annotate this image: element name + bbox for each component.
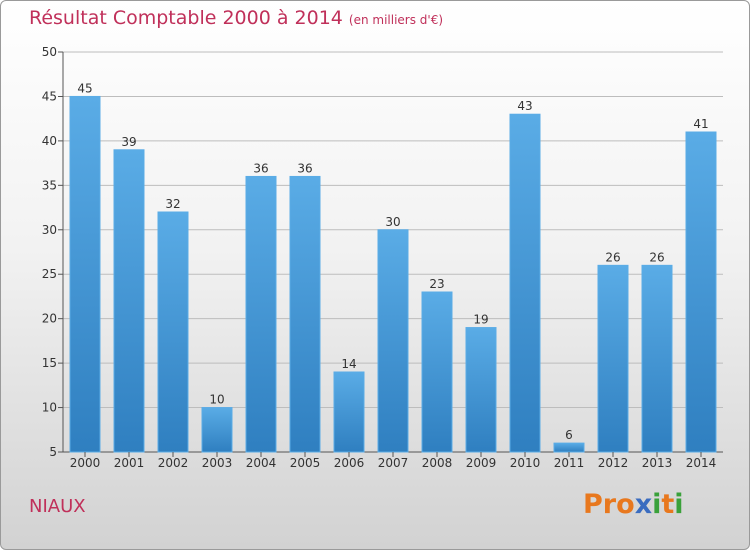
bar [333, 371, 365, 453]
chart-title-text: Résultat Comptable 2000 à 2014 [29, 7, 343, 29]
data-label: 19 [473, 313, 488, 327]
data-label: 26 [649, 250, 664, 264]
bar [641, 264, 673, 453]
y-tick-label: 35 [42, 178, 57, 192]
data-label: 36 [253, 161, 268, 175]
y-tick-label: 40 [42, 134, 57, 148]
commune-name: NIAUX [29, 496, 86, 517]
y-tick-label: 5 [49, 445, 57, 459]
data-label: 10 [209, 393, 224, 407]
bar [509, 113, 541, 453]
data-label: 41 [693, 117, 708, 131]
x-tick-label: 2014 [686, 456, 717, 470]
y-tick-label: 30 [42, 223, 57, 237]
data-label: 39 [121, 135, 136, 149]
y-tick-label: 45 [42, 89, 57, 103]
logo-letter: P [583, 489, 603, 520]
x-tick-label: 2011 [554, 456, 585, 470]
logo-letter: i [652, 489, 662, 520]
bar [377, 229, 409, 453]
x-tick-label: 2007 [378, 456, 409, 470]
data-label: 30 [385, 215, 400, 229]
y-tick-label: 20 [42, 312, 57, 326]
logo-letter: i [674, 489, 684, 520]
data-label: 32 [165, 197, 180, 211]
logo-letter: x [634, 489, 653, 520]
y-tick-label: 15 [42, 356, 57, 370]
y-tick-label: 50 [42, 45, 57, 59]
x-tick-label: 2004 [246, 456, 277, 470]
y-tick-label: 10 [42, 401, 57, 415]
bar [553, 442, 585, 453]
x-tick-label: 2001 [114, 456, 145, 470]
logo-letter: r [602, 489, 617, 520]
chart-subtitle: (en milliers d'€) [348, 13, 444, 27]
data-label: 6 [565, 428, 573, 442]
bar [597, 264, 629, 453]
x-tick-label: 2012 [598, 456, 629, 470]
x-tick-label: 2010 [510, 456, 541, 470]
bar [201, 407, 233, 453]
x-tick-label: 2002 [158, 456, 189, 470]
x-tick-label: 2003 [202, 456, 233, 470]
bar [421, 291, 453, 453]
x-tick-label: 2009 [466, 456, 497, 470]
logo-letter: t [661, 489, 675, 520]
data-label: 45 [77, 81, 92, 95]
bar [685, 131, 717, 453]
proxiti-logo[interactable]: Proxiti [583, 489, 684, 520]
x-tick-label: 2013 [642, 456, 673, 470]
data-label: 43 [517, 99, 532, 113]
bar [69, 95, 101, 453]
data-label: 36 [297, 161, 312, 175]
data-label: 14 [341, 357, 356, 371]
bar [465, 327, 497, 453]
x-tick-label: 2000 [70, 456, 101, 470]
chart-title: Résultat Comptable 2000 à 2014 (en millie… [29, 7, 443, 29]
bar [113, 149, 145, 453]
x-tick-label: 2005 [290, 456, 321, 470]
data-label: 26 [605, 250, 620, 264]
bar [157, 211, 189, 453]
x-tick-label: 2006 [334, 456, 365, 470]
logo-letter: o [616, 489, 635, 520]
y-tick-label: 25 [42, 267, 57, 281]
bar [245, 175, 277, 453]
x-tick-label: 2008 [422, 456, 453, 470]
data-label: 23 [429, 277, 444, 291]
bar [289, 175, 321, 453]
